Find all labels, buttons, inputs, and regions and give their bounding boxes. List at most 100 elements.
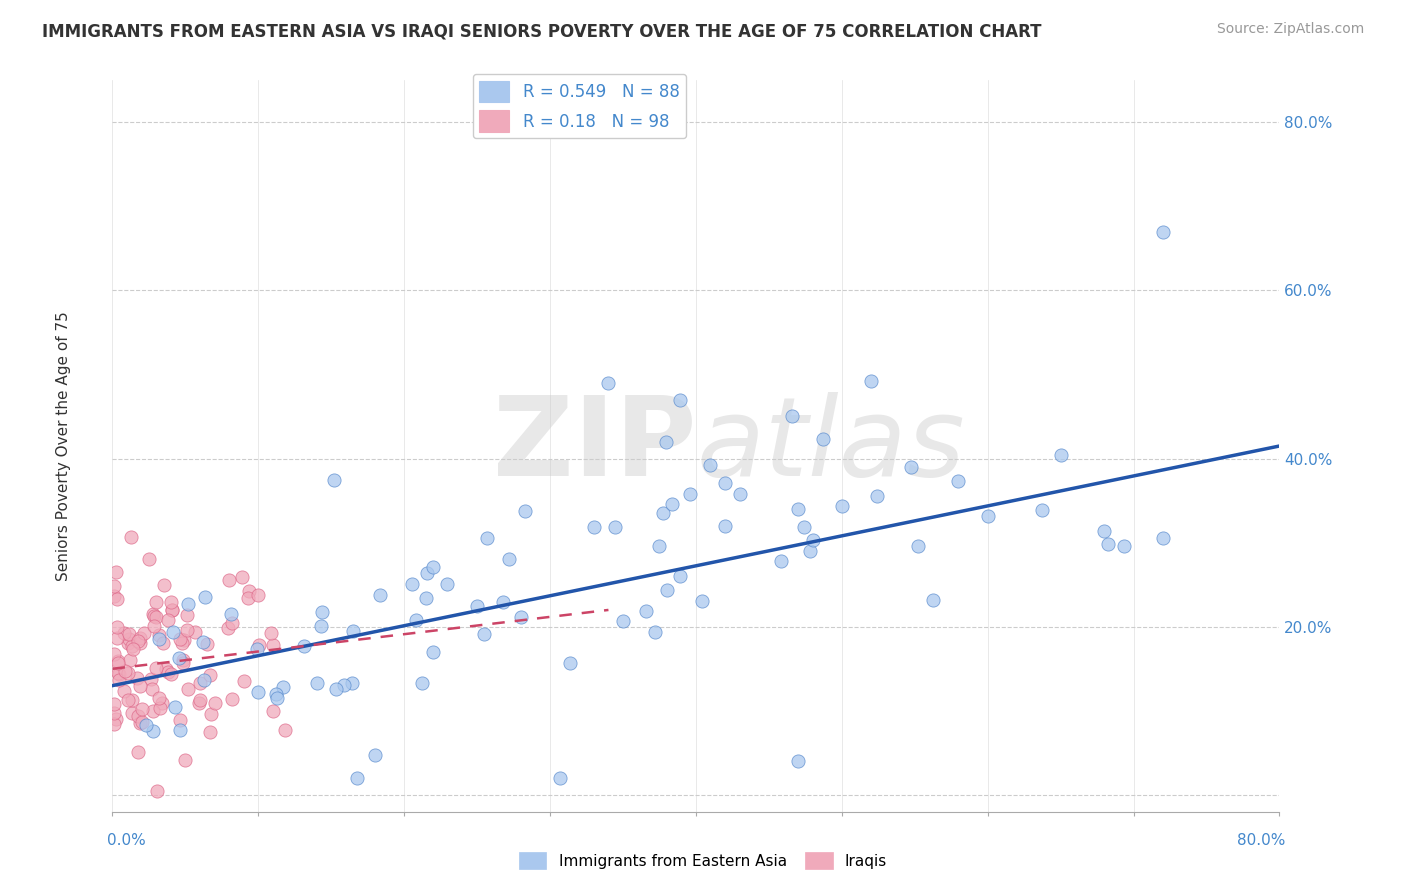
Point [416, 566, 439, 581]
Point [976, 509, 998, 524]
Point [558, 656, 581, 670]
Point [713, 519, 735, 533]
Point [1152, 225, 1174, 239]
Text: atlas: atlas [696, 392, 965, 500]
Point [907, 540, 929, 554]
Point [131, 715, 153, 730]
Point [793, 520, 815, 534]
Point [193, 634, 215, 648]
Point [105, 620, 128, 634]
Text: IMMIGRANTS FROM EASTERN ASIA VS IRAQI SENIORS POVERTY OVER THE AGE OF 75 CORRELA: IMMIGRANTS FROM EASTERN ASIA VS IRAQI SE… [42, 22, 1042, 40]
Point [368, 588, 391, 602]
Point [266, 690, 288, 705]
Point [465, 599, 488, 614]
Point [655, 435, 678, 450]
Point [922, 593, 945, 607]
Point [121, 706, 143, 720]
Legend: Immigrants from Eastern Asia, Iraqis: Immigrants from Eastern Asia, Iraqis [513, 846, 893, 875]
Point [498, 551, 520, 566]
Point [155, 662, 177, 676]
Point [176, 623, 198, 637]
Point [141, 682, 163, 697]
Point [142, 609, 165, 624]
Point [148, 700, 170, 714]
Point [1049, 448, 1071, 462]
Point [401, 576, 423, 591]
Point [169, 713, 191, 727]
Point [309, 619, 332, 633]
Point [422, 559, 444, 574]
Point [146, 783, 169, 797]
Point [260, 626, 283, 640]
Point [340, 676, 363, 690]
Point [218, 574, 240, 588]
Point [246, 641, 269, 656]
Point [129, 631, 152, 645]
Point [799, 544, 821, 558]
Point [176, 597, 198, 611]
Point [131, 702, 153, 716]
Point [1031, 502, 1053, 516]
Point [548, 771, 571, 785]
Point [787, 754, 810, 768]
Point [422, 644, 444, 658]
Point [162, 603, 184, 617]
Point [132, 626, 155, 640]
Point [311, 605, 333, 619]
Point [103, 589, 125, 603]
Point [194, 590, 217, 604]
Point [138, 552, 160, 566]
Point [221, 607, 243, 622]
Point [142, 607, 165, 622]
Point [174, 753, 197, 767]
Point [122, 642, 145, 657]
Point [692, 594, 714, 608]
Point [141, 672, 163, 686]
Point [129, 679, 152, 693]
Point [262, 638, 284, 652]
Point [170, 636, 193, 650]
Point [728, 486, 751, 500]
Point [198, 724, 221, 739]
Point [492, 595, 515, 609]
Point [200, 707, 222, 722]
Point [112, 684, 135, 698]
Point [1112, 540, 1135, 554]
Point [831, 499, 853, 513]
Point [127, 744, 149, 758]
Point [714, 475, 737, 490]
Point [780, 409, 803, 423]
Text: Seniors Poverty Over the Age of 75: Seniors Poverty Over the Age of 75 [56, 311, 70, 581]
Point [160, 594, 183, 608]
Point [108, 673, 131, 688]
Point [264, 687, 287, 701]
Point [305, 676, 328, 690]
Point [204, 696, 226, 710]
Text: Source: ZipAtlas.com: Source: ZipAtlas.com [1216, 22, 1364, 37]
Point [108, 667, 131, 681]
Point [292, 640, 315, 654]
Point [120, 530, 142, 544]
Point [120, 653, 142, 667]
Point [699, 458, 721, 472]
Point [271, 680, 294, 694]
Point [232, 674, 254, 689]
Point [647, 539, 669, 553]
Point [661, 497, 683, 511]
Point [612, 614, 634, 628]
Point [509, 610, 531, 624]
Point [118, 632, 141, 646]
Point [247, 588, 270, 602]
Point [1094, 524, 1116, 539]
Point [103, 579, 125, 593]
Point [177, 682, 200, 697]
Point [112, 626, 135, 640]
Point [152, 696, 174, 710]
Point [167, 650, 190, 665]
Point [946, 474, 969, 488]
Point [236, 591, 259, 605]
Point [129, 636, 152, 650]
Point [603, 520, 626, 534]
Point [652, 507, 675, 521]
Point [148, 690, 170, 705]
